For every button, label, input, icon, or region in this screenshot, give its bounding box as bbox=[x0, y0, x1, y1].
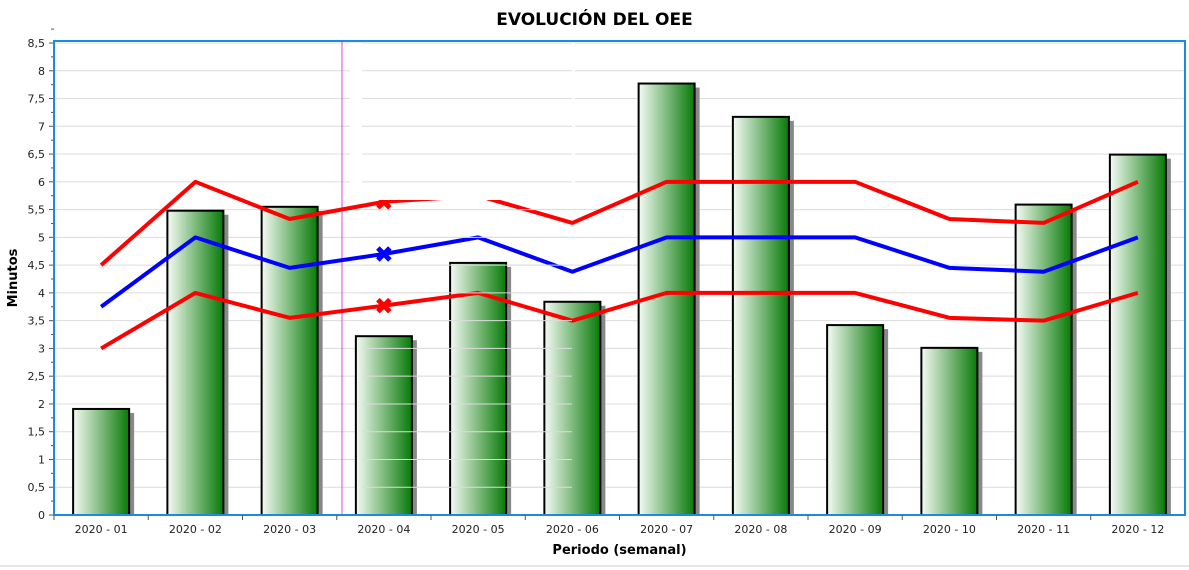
bar bbox=[1108, 153, 1167, 517]
series-line-mean bbox=[99, 235, 1139, 309]
x-tick-label: 2020 - 01 bbox=[75, 523, 128, 536]
series-marker-mean bbox=[376, 246, 392, 262]
series-line-lower bbox=[100, 290, 1139, 351]
y-tick-label: 8 bbox=[38, 65, 45, 78]
x-tick-label: 2020 - 08 bbox=[734, 523, 787, 536]
bar bbox=[920, 346, 979, 516]
x-tick-label: 2020 - 03 bbox=[263, 523, 316, 536]
chart-title: EVOLUCIÓN DEL OEE bbox=[496, 10, 693, 30]
y-tick-label: 0 bbox=[38, 509, 45, 522]
x-tick-label: 2020 - 04 bbox=[357, 523, 410, 536]
x-tick-label: 2020 - 12 bbox=[1111, 523, 1164, 536]
x-tick-label: 2020 - 05 bbox=[452, 523, 505, 536]
x-tick-label: 2020 - 09 bbox=[829, 523, 882, 536]
x-tick-label: 2020 - 11 bbox=[1017, 523, 1070, 536]
y-tick-label: 6,5 bbox=[28, 148, 46, 161]
x-tick-label: 2020 - 07 bbox=[640, 523, 693, 536]
y-tick-label: 2,5 bbox=[28, 370, 46, 383]
bar bbox=[260, 205, 319, 516]
x-tick-label: 2020 - 10 bbox=[923, 523, 976, 536]
y-tick-label: 3,5 bbox=[28, 315, 46, 328]
bar bbox=[354, 335, 413, 516]
x-tick-label: 2020 - 06 bbox=[546, 523, 599, 536]
y-tick-label: 3 bbox=[38, 342, 45, 355]
y-tick-label: 7,5 bbox=[28, 93, 46, 106]
bar bbox=[72, 407, 131, 516]
x-axis-label: Periodo (semanal) bbox=[552, 543, 686, 558]
y-tick-label: 4 bbox=[38, 287, 45, 300]
x-tick-label: 2020 - 02 bbox=[169, 523, 222, 536]
y-tick-label: 7 bbox=[38, 120, 45, 133]
bar bbox=[731, 115, 790, 516]
bar bbox=[166, 209, 225, 516]
series-marker-lower bbox=[376, 297, 392, 314]
bar bbox=[449, 261, 508, 517]
y-axis-label: Minutos bbox=[6, 248, 21, 307]
y-tick-label: 4,5 bbox=[28, 259, 46, 272]
y-tick-label: 5,5 bbox=[28, 204, 46, 217]
y-tick-label: 8,5 bbox=[28, 37, 46, 50]
y-tick-label: 6 bbox=[38, 176, 45, 189]
y-tick-label: 0,5 bbox=[28, 481, 46, 494]
bar bbox=[543, 300, 602, 516]
series-line-upper bbox=[99, 179, 1139, 267]
y-tick-label: 1,5 bbox=[28, 426, 46, 439]
y-tick-label: 2 bbox=[38, 398, 45, 411]
blank-overlay bbox=[350, 43, 575, 200]
bar bbox=[1014, 203, 1073, 517]
y-tick-label: 1 bbox=[38, 453, 45, 466]
y-tick-label: 5 bbox=[38, 231, 45, 244]
bar bbox=[826, 324, 885, 516]
